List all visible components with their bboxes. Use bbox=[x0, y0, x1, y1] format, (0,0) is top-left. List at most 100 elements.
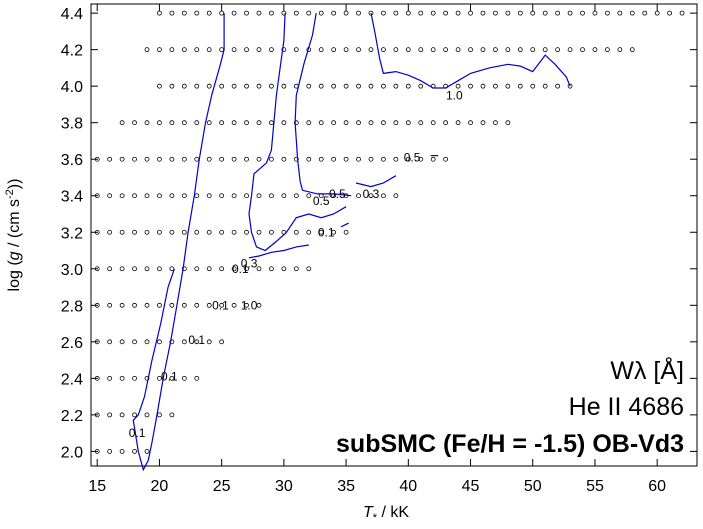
contour-label: 1.0 bbox=[446, 88, 463, 102]
model-point bbox=[107, 266, 113, 272]
model-point bbox=[244, 10, 249, 16]
model-point bbox=[119, 229, 125, 235]
y-tick-label: 3.0 bbox=[61, 262, 83, 279]
model-point bbox=[206, 339, 212, 345]
model-point bbox=[468, 120, 473, 126]
model-point bbox=[256, 10, 262, 16]
x-axis-label-rest: / kK bbox=[377, 504, 409, 521]
contour-label: 0.3 bbox=[363, 187, 380, 201]
contour-line bbox=[248, 244, 309, 259]
model-point bbox=[356, 83, 361, 89]
model-point bbox=[667, 10, 673, 16]
model-point bbox=[181, 156, 187, 162]
model-point bbox=[169, 339, 175, 345]
model-point bbox=[256, 120, 262, 126]
model-point bbox=[269, 229, 274, 235]
model-point bbox=[405, 10, 411, 16]
model-point bbox=[418, 47, 424, 53]
x-tick-label: 35 bbox=[337, 478, 355, 495]
model-point bbox=[244, 47, 249, 53]
annotation-model: subSMC (Fe/H = -1.5) OB-Vd3 bbox=[336, 430, 684, 458]
model-point bbox=[331, 120, 337, 126]
model-point bbox=[405, 83, 411, 89]
contour-label: 0.3 bbox=[241, 256, 258, 270]
model-point bbox=[132, 193, 137, 199]
model-point bbox=[517, 47, 523, 53]
model-point bbox=[393, 83, 399, 89]
model-point bbox=[493, 47, 498, 53]
model-point bbox=[107, 339, 113, 345]
model-point bbox=[132, 375, 137, 381]
model-point bbox=[393, 120, 399, 126]
contour-label: 0.5 bbox=[329, 187, 346, 201]
model-point bbox=[356, 47, 361, 53]
model-point bbox=[244, 156, 249, 162]
model-point bbox=[219, 83, 225, 89]
x-tick-label: 45 bbox=[462, 478, 480, 495]
contour-line bbox=[132, 13, 225, 472]
model-point bbox=[219, 339, 225, 345]
model-point bbox=[256, 156, 262, 162]
y-axis-label: log (g / (cm s-2)) bbox=[4, 179, 23, 292]
model-point bbox=[194, 47, 200, 53]
model-point bbox=[455, 120, 461, 126]
model-point bbox=[206, 302, 212, 308]
model-point bbox=[405, 120, 411, 126]
model-point bbox=[119, 412, 125, 418]
model-point bbox=[107, 229, 113, 235]
model-point bbox=[505, 47, 511, 53]
model-point bbox=[580, 10, 585, 16]
model-point bbox=[144, 375, 150, 381]
model-point bbox=[231, 120, 237, 126]
x-tick-label: 30 bbox=[275, 478, 293, 495]
model-point bbox=[107, 448, 113, 454]
model-point bbox=[181, 83, 187, 89]
model-point bbox=[157, 120, 162, 126]
model-point bbox=[356, 10, 361, 16]
model-point bbox=[393, 47, 399, 53]
y-tick-label: 2.8 bbox=[61, 298, 83, 315]
model-point bbox=[493, 10, 498, 16]
x-tick-label: 50 bbox=[524, 478, 542, 495]
model-point bbox=[181, 266, 187, 272]
model-point bbox=[119, 375, 125, 381]
model-point bbox=[480, 47, 486, 53]
model-point bbox=[293, 156, 299, 162]
model-point bbox=[157, 229, 162, 235]
x-tick-label: 25 bbox=[213, 478, 231, 495]
model-point bbox=[418, 10, 424, 16]
model-point bbox=[157, 47, 162, 53]
model-point bbox=[194, 120, 200, 126]
model-point bbox=[169, 156, 175, 162]
model-point bbox=[505, 10, 511, 16]
model-point bbox=[293, 266, 299, 272]
model-point bbox=[293, 47, 299, 53]
model-point bbox=[517, 83, 523, 89]
contour-line bbox=[370, 12, 571, 89]
x-tick-label: 15 bbox=[88, 478, 106, 495]
model-point bbox=[318, 83, 324, 89]
model-point bbox=[219, 10, 225, 16]
model-point bbox=[119, 266, 125, 272]
annotation-quantity: Wλ [Å] bbox=[610, 355, 684, 385]
model-point bbox=[331, 156, 337, 162]
model-point bbox=[505, 120, 511, 126]
model-point bbox=[157, 10, 162, 16]
model-point bbox=[231, 229, 237, 235]
grid-model-points bbox=[94, 10, 685, 454]
model-point bbox=[231, 193, 237, 199]
model-point bbox=[617, 47, 623, 53]
model-point bbox=[393, 10, 399, 16]
model-point bbox=[418, 83, 424, 89]
model-point bbox=[381, 120, 386, 126]
model-point bbox=[119, 302, 125, 308]
model-point bbox=[169, 266, 175, 272]
model-point bbox=[144, 448, 150, 454]
model-point bbox=[505, 83, 511, 89]
model-point bbox=[331, 47, 337, 53]
model-point bbox=[231, 83, 237, 89]
model-point bbox=[555, 83, 561, 89]
model-point bbox=[144, 412, 150, 418]
model-point bbox=[356, 193, 361, 199]
